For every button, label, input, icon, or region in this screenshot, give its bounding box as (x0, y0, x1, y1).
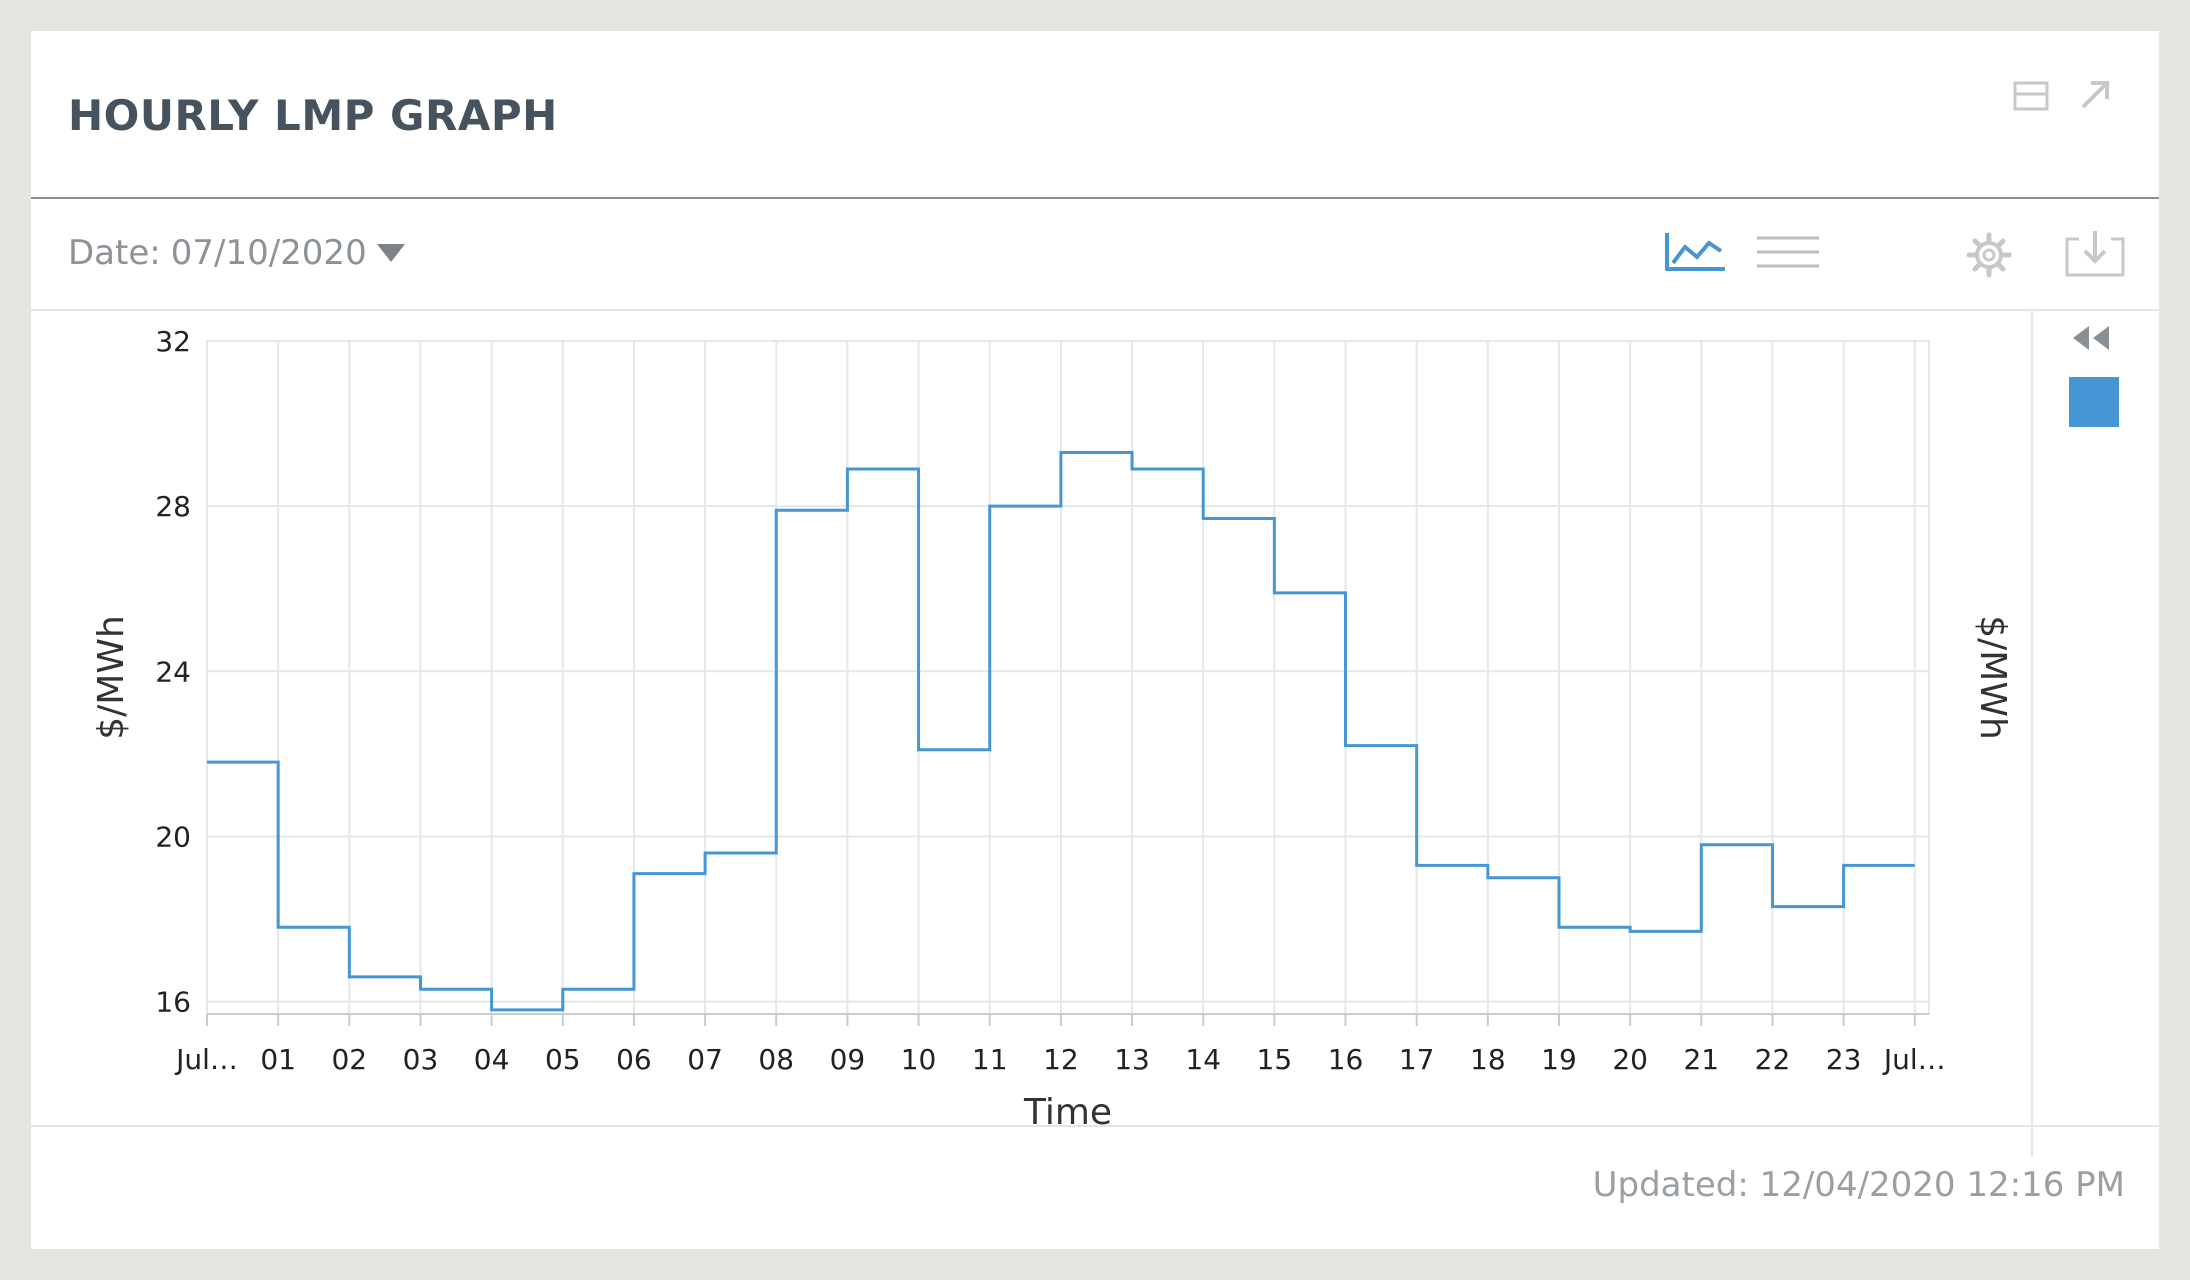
panel-header: HOURLY LMP GRAPH (31, 31, 2159, 199)
x-tick-label: 01 (260, 1043, 296, 1076)
x-tick-label: 12 (1043, 1043, 1079, 1076)
lmp-series-line[interactable] (207, 450, 1915, 1012)
y-tick-label: 20 (155, 820, 191, 853)
x-tick-label: 20 (1612, 1043, 1648, 1076)
collapse-left-icon[interactable] (2069, 323, 2113, 353)
toolbar: Date: 07/10/2020 (31, 199, 2159, 311)
x-tick-label: 19 (1541, 1043, 1577, 1076)
panel-footer: Updated: 12/04/2020 12:16 PM (31, 1125, 2159, 1251)
expand-icon[interactable] (2075, 75, 2115, 115)
x-tick-label: 04 (474, 1043, 510, 1076)
lmp-chart: Jul… 01 02 03 04 05 06 07 08 09 10 11 12 13 14 15 16 17 18… (91, 325, 2013, 1133)
x-tick-label: 11 (972, 1043, 1008, 1076)
x-tick-label: 23 (1826, 1043, 1862, 1076)
x-tick-label: 22 (1755, 1043, 1791, 1076)
y-tick-label: 32 (155, 325, 191, 358)
updated-timestamp: Updated: 12/04/2020 12:16 PM (1592, 1165, 2125, 1205)
x-tick-label: 08 (758, 1043, 794, 1076)
caret-down-icon (376, 244, 405, 262)
x-tick-label: 07 (687, 1043, 723, 1076)
x-tick-label: Jul… (174, 1043, 238, 1076)
hourly-lmp-panel: HOURLY LMP GRAPH Date: 07/10/2020 (31, 31, 2159, 1249)
x-tick-label: 21 (1683, 1043, 1719, 1076)
legend-swatch[interactable] (2069, 377, 2119, 427)
y-tick-label: 28 (155, 490, 191, 523)
x-tick-label: 10 (901, 1043, 937, 1076)
chart-area: Jul… 01 02 03 04 05 06 07 08 09 10 11 12 13 14 15 16 17 18… (31, 311, 2031, 1157)
minimize-icon[interactable] (2011, 75, 2051, 115)
x-tick-label: 18 (1470, 1043, 1506, 1076)
legend-side-panel (2031, 311, 2161, 1157)
y-axis-title: $/MWh (91, 615, 132, 740)
x-tick-label: 03 (403, 1043, 439, 1076)
settings-icon[interactable] (1965, 231, 2013, 279)
x-tick-label: 16 (1328, 1043, 1364, 1076)
date-selector[interactable]: Date: 07/10/2020 (68, 233, 407, 273)
y-axis-title-right: $/MWh (1972, 615, 2013, 740)
date-value: 07/10/2020 (170, 233, 367, 273)
y-tick-label: 16 (155, 986, 191, 1019)
x-tick-label: 17 (1399, 1043, 1435, 1076)
x-tick-label: Jul… (1882, 1043, 1946, 1076)
y-tick-label: 24 (155, 655, 191, 688)
x-tick-label: 14 (1185, 1043, 1221, 1076)
download-icon[interactable] (2063, 227, 2127, 279)
x-tick-label: 02 (331, 1043, 367, 1076)
plot-frame (206, 340, 1930, 1015)
date-label: Date: (68, 233, 161, 273)
x-tick-label: 15 (1257, 1043, 1293, 1076)
x-tick-label: 06 (616, 1043, 652, 1076)
x-tick-label: 13 (1114, 1043, 1150, 1076)
x-tick-label: 09 (830, 1043, 866, 1076)
line-chart-icon[interactable] (1663, 231, 1727, 275)
table-view-icon[interactable] (1755, 233, 1821, 273)
x-tick-label: 05 (545, 1043, 581, 1076)
panel-title: HOURLY LMP GRAPH (68, 91, 558, 140)
